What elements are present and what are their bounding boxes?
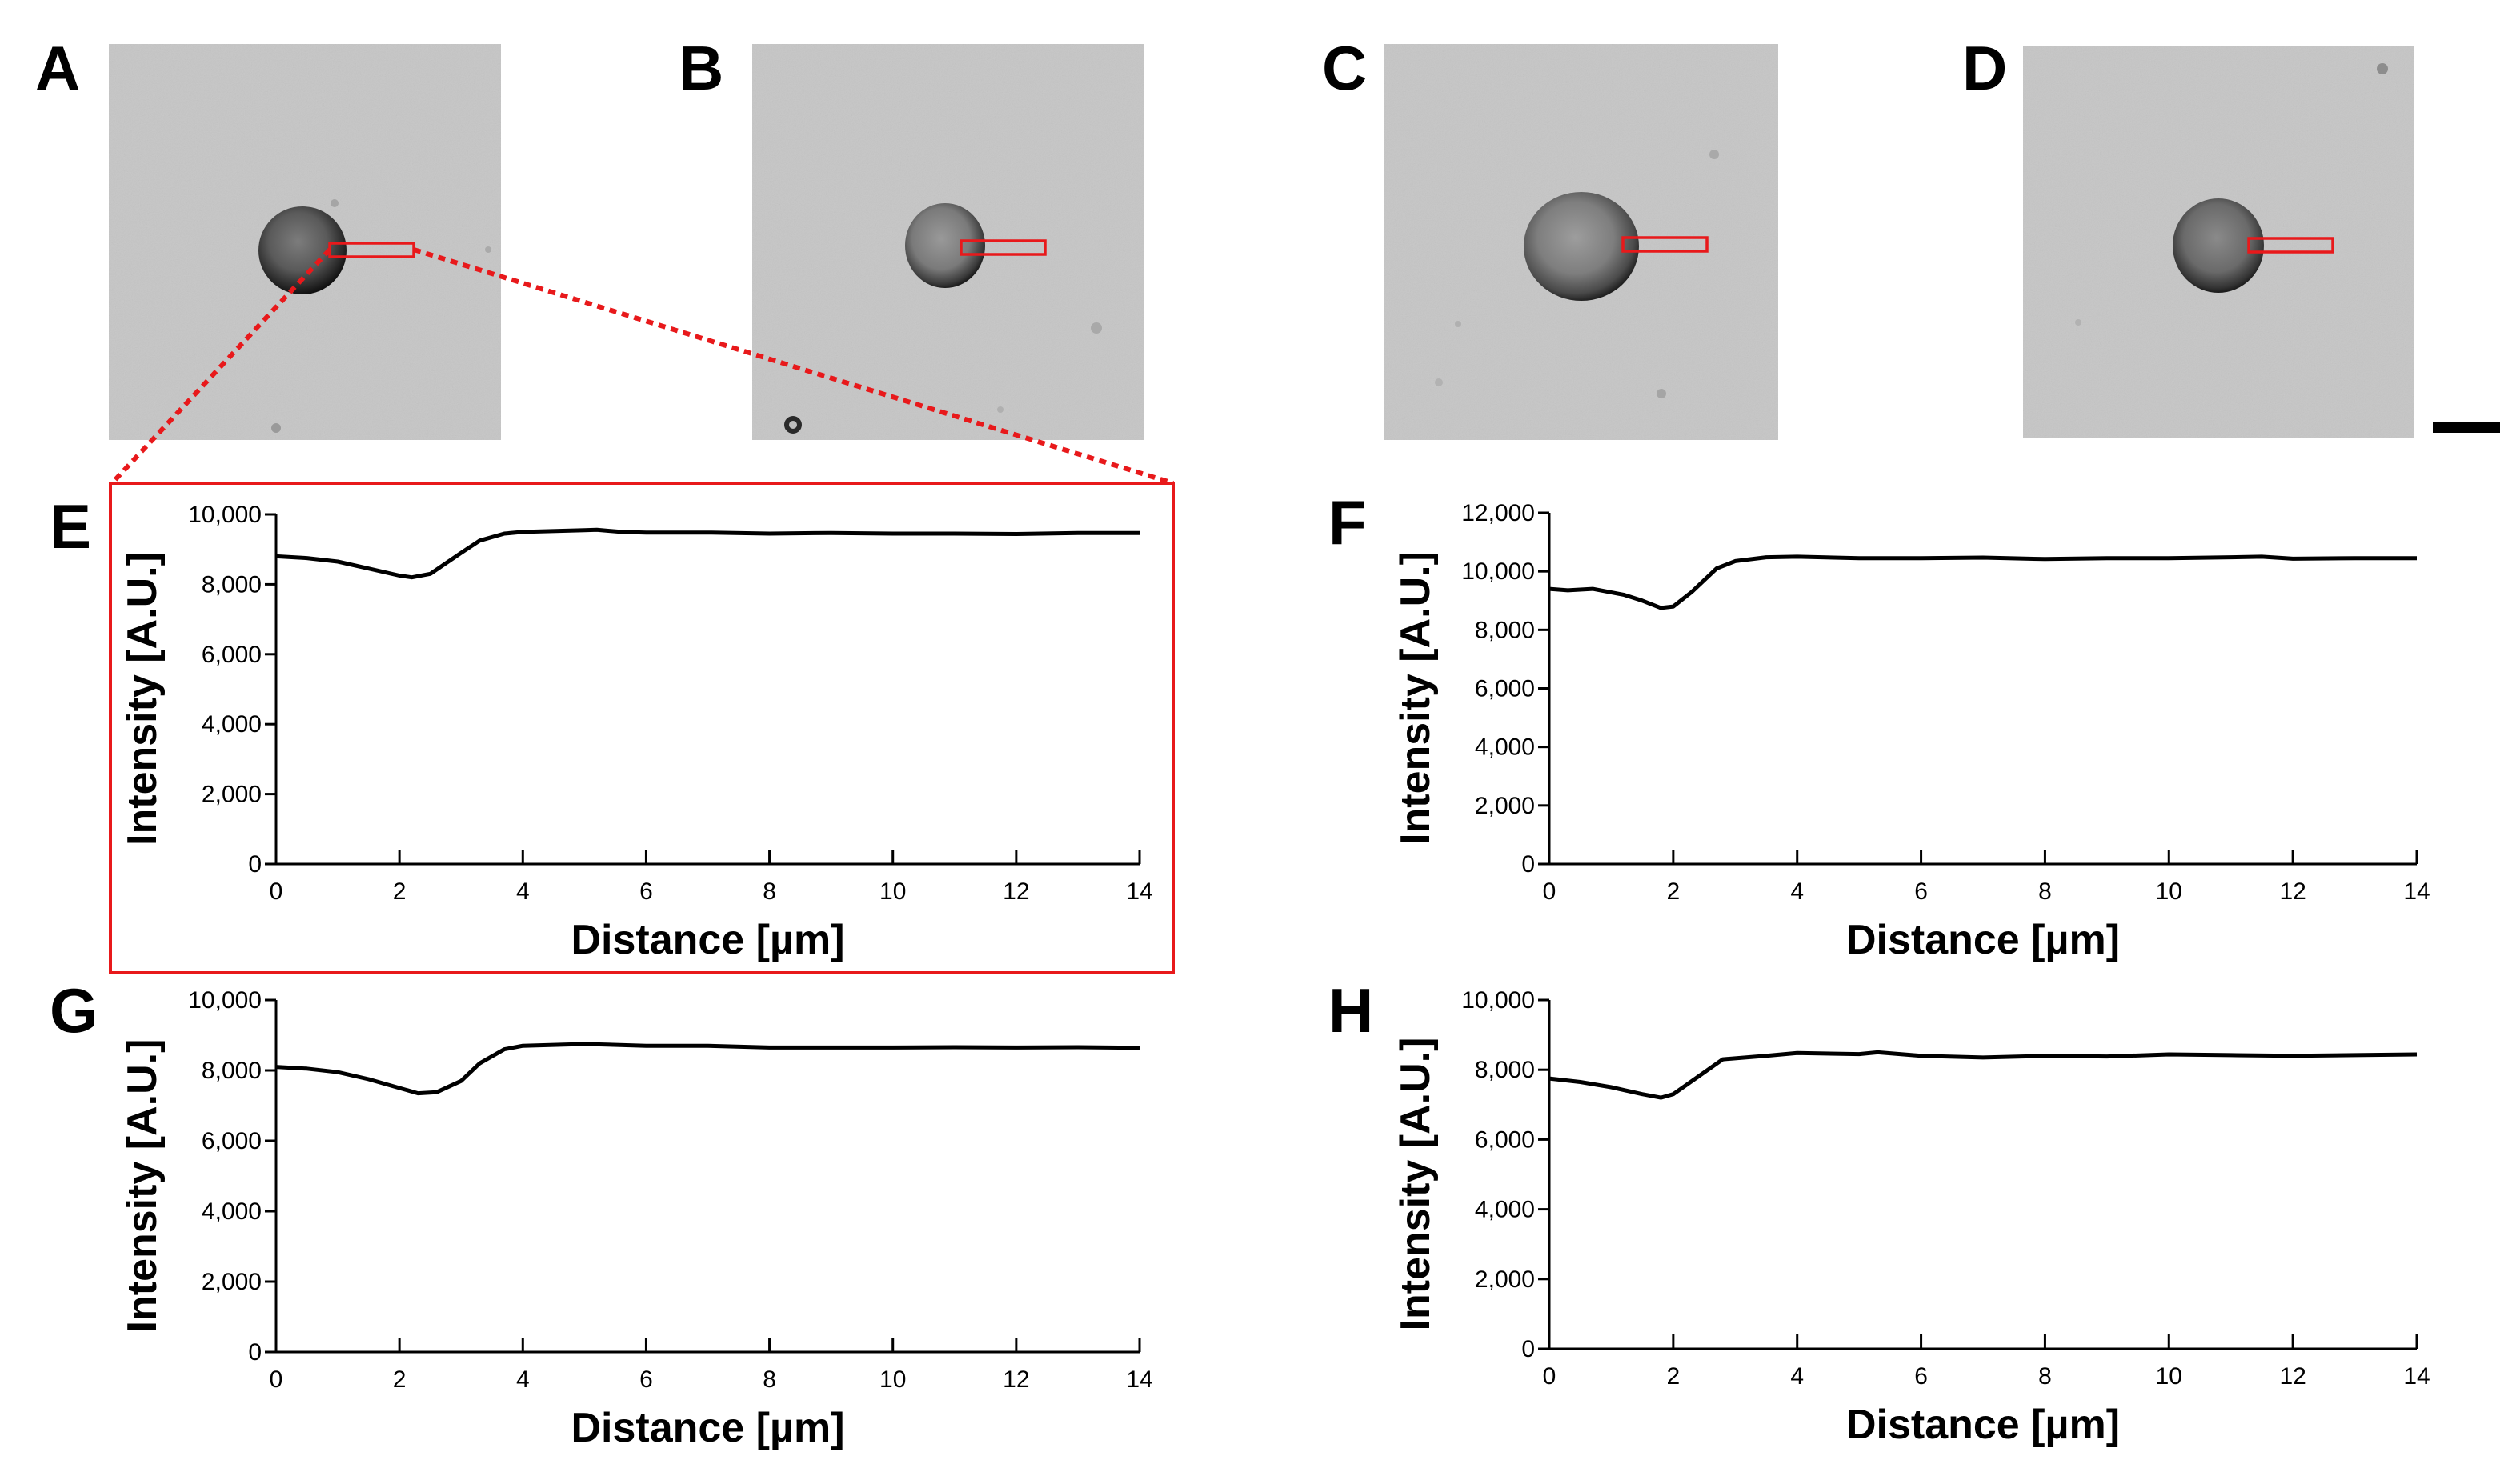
micrograph-c — [1384, 44, 1778, 440]
y-axis-title-g: Intensity [A.U.] — [119, 1039, 166, 1333]
roi-box-d — [2247, 237, 2334, 254]
highlight-frame-e — [109, 482, 1175, 974]
zoom-connector-left — [110, 247, 332, 486]
panel-letter-e: E — [50, 491, 91, 562]
x-tick-label-f: 4 — [1790, 878, 1804, 905]
micrograph-a — [109, 44, 501, 440]
x-tick-label-e: 6 — [639, 878, 653, 905]
y-tick-label-f: 2,000 — [1475, 793, 1535, 819]
y-tick-label-h: 8,000 — [1475, 1057, 1535, 1083]
x-tick-label-g: 0 — [270, 1366, 283, 1393]
roi-box-c — [1621, 236, 1709, 253]
series-line-h — [1548, 1050, 2418, 1100]
x-tick-label-h: 4 — [1790, 1363, 1804, 1390]
x-tick-label-h: 6 — [1914, 1363, 1928, 1390]
roi-box-b — [960, 239, 1047, 256]
x-tick-label-g: 6 — [639, 1366, 653, 1393]
x-tick-label-g: 14 — [1126, 1366, 1152, 1393]
x-tick-label-g: 12 — [1003, 1366, 1029, 1393]
x-tick-label-e: 8 — [763, 878, 776, 905]
y-tick-label-e: 10,000 — [188, 502, 262, 528]
y-tick-label-g: 0 — [248, 1339, 262, 1366]
x-tick-label-f: 10 — [2156, 878, 2182, 905]
cell-d — [2173, 198, 2264, 293]
y-tick-label-f: 4,000 — [1475, 734, 1535, 761]
cell-a — [258, 206, 347, 294]
x-tick-label-f: 14 — [2403, 878, 2430, 905]
panel-letter-a: A — [35, 33, 80, 103]
x-axis-title-e: Distance [µm] — [571, 917, 844, 963]
x-tick-label-h: 12 — [2279, 1363, 2306, 1390]
zoom-connector-right — [413, 247, 1174, 486]
x-tick-label-h: 0 — [1543, 1363, 1556, 1390]
x-tick-label-h: 8 — [2038, 1363, 2052, 1390]
x-axis-title-f: Distance [µm] — [1846, 917, 2120, 963]
y-tick-label-f: 6,000 — [1475, 676, 1535, 702]
x-tick-label-g: 10 — [879, 1366, 906, 1393]
y-tick-label-e: 8,000 — [202, 571, 262, 598]
x-tick-label-f: 0 — [1543, 878, 1556, 905]
y-axis-title-h: Intensity [A.U.] — [1392, 1038, 1439, 1331]
chart-g: G 0 2,000 4,000 6,000 8,000 10,000 0 2 4 6 8 10 12 14 D… — [50, 975, 1153, 1451]
x-tick-label-h: 14 — [2403, 1363, 2430, 1390]
y-tick-label-e: 4,000 — [202, 711, 262, 738]
x-tick-label-h: 2 — [1667, 1363, 1681, 1390]
x-tick-label-g: 4 — [516, 1366, 530, 1393]
x-tick-label-e: 14 — [1126, 878, 1152, 905]
y-tick-label-f: 10,000 — [1461, 558, 1535, 585]
x-tick-label-e: 2 — [393, 878, 407, 905]
x-tick-label-f: 2 — [1667, 878, 1681, 905]
x-tick-label-h: 10 — [2156, 1363, 2182, 1390]
y-tick-label-g: 8,000 — [202, 1058, 262, 1084]
chart-h: H 0 2,000 4,000 6,000 8,000 10,000 0 2 4 6 8 10 12 14 D… — [1328, 975, 2430, 1448]
y-tick-label-f: 12,000 — [1461, 500, 1535, 526]
y-tick-label-e: 0 — [248, 851, 262, 878]
panel-letter-f: F — [1328, 487, 1367, 558]
micrograph-d — [2023, 46, 2414, 438]
x-tick-label-e: 0 — [270, 878, 283, 905]
x-tick-label-f: 8 — [2038, 878, 2052, 905]
panel-letter-b: B — [679, 33, 723, 103]
cell-b — [905, 203, 985, 288]
panel-letter-g: G — [50, 975, 98, 1046]
x-axis-title-g: Distance [µm] — [571, 1405, 844, 1451]
micrograph-b — [752, 44, 1144, 440]
series-line-e — [275, 527, 1140, 580]
chart-f: F 0 2,000 4,000 6,000 8,000 10,000 12,000 0 2 4 6 8 1… — [1328, 487, 2430, 963]
x-tick-label-e: 10 — [879, 878, 906, 905]
y-tick-label-g: 6,000 — [202, 1128, 262, 1154]
y-axis-title-f: Intensity [A.U.] — [1392, 551, 1439, 845]
x-axis-title-h: Distance [µm] — [1846, 1402, 2120, 1448]
x-tick-label-f: 6 — [1914, 878, 1928, 905]
y-tick-label-h: 6,000 — [1475, 1126, 1535, 1153]
cell-c — [1524, 192, 1639, 301]
series-line-g — [275, 1042, 1140, 1096]
y-tick-label-h: 4,000 — [1475, 1197, 1535, 1223]
x-tick-label-g: 2 — [393, 1366, 407, 1393]
x-tick-label-e: 4 — [516, 878, 530, 905]
panel-letter-h: H — [1328, 975, 1373, 1046]
series-line-f — [1548, 554, 2417, 610]
y-tick-label-g: 10,000 — [188, 987, 262, 1014]
x-tick-label-e: 12 — [1003, 878, 1029, 905]
y-tick-label-g: 2,000 — [202, 1269, 262, 1295]
y-tick-label-e: 6,000 — [202, 642, 262, 668]
panel-letter-c: C — [1322, 33, 1367, 103]
y-tick-label-f: 0 — [1521, 851, 1535, 878]
x-tick-label-g: 8 — [763, 1366, 776, 1393]
y-tick-label-f: 8,000 — [1475, 617, 1535, 643]
y-tick-label-h: 10,000 — [1461, 987, 1535, 1014]
y-tick-label-h: 0 — [1521, 1336, 1535, 1362]
panel-letter-d: D — [1962, 33, 2007, 103]
y-axis-title-e: Intensity [A.U.] — [119, 552, 166, 846]
y-tick-label-g: 4,000 — [202, 1198, 262, 1225]
scale-bar — [2433, 422, 2500, 433]
y-tick-label-h: 2,000 — [1475, 1266, 1535, 1293]
y-tick-label-e: 2,000 — [202, 782, 262, 808]
x-tick-label-f: 12 — [2279, 878, 2306, 905]
chart-e: E 0 2,000 4,000 6,000 8,000 10,000 0 2 4 6 8 10 12 14 D… — [50, 482, 1175, 974]
